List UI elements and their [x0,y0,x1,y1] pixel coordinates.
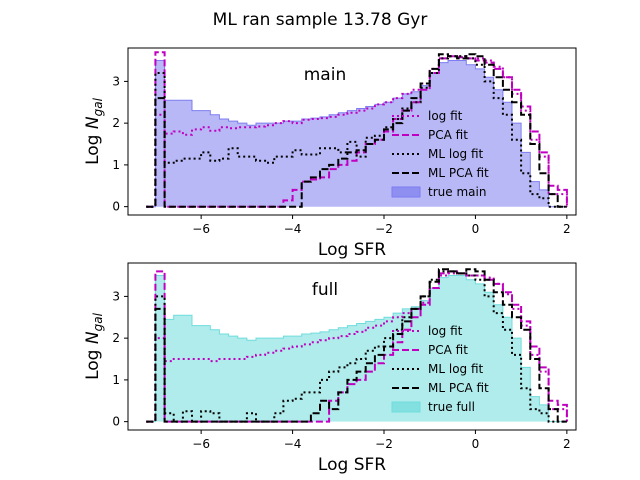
panel-label: main [304,65,346,85]
x-tick-label: 0 [472,222,480,236]
x-tick-label: −6 [192,222,210,236]
plot-area [146,268,568,423]
legend-entry: ML log fit [428,147,484,161]
axes-frame [127,262,577,431]
y-tick-label: 0 [112,415,120,429]
y-tick-label: 1 [112,158,120,172]
x-tick-label: −2 [375,222,393,236]
y-axis-label: Log Ngal [83,97,105,164]
series-ML-PCA-fit [146,268,567,423]
series-ML-log-fit [146,270,567,423]
y-tick-label: 3 [112,289,120,303]
plot-area [146,51,568,208]
x-tick-label: −4 [284,437,302,451]
legend-entry: PCA fit [428,128,468,142]
x-tick-label: −2 [375,437,393,451]
legend-entry: log fit [428,324,463,338]
y-tick-label: 2 [112,331,120,345]
x-axis-label: Log SFR [318,240,386,260]
legend-swatch [391,186,421,198]
y-tick-label: 1 [112,373,120,387]
legend-entry: ML PCA fit [428,381,489,395]
legend-entry: true full [428,400,475,414]
x-tick-label: 0 [472,437,480,451]
series-ML-PCA-fit [146,53,567,208]
legend-entry: ML log fit [428,362,484,376]
figure-title: ML ran sample 13.78 Gyr [213,10,428,30]
panel-main: −6 −4 −2 0 2 0 1 2 3 Log SFR Log Ngal main log fit PC… [83,47,577,260]
panel-full: −6 −4 −2 0 2 0 1 2 3 Log SFR Log Ngal full log fit PC… [83,262,577,475]
legend-entry: ML PCA fit [428,166,489,180]
series-log-fit [146,55,568,208]
x-axis-label: Log SFR [318,455,386,475]
x-tick-label: 2 [563,222,571,236]
series-ML-log-fit [146,55,567,208]
y-axis-label: Log Ngal [83,312,105,379]
panel-label: full [312,280,338,300]
series-log-fit [146,272,568,423]
legend: log fit PCA fit ML log fit ML PCA fit true m… [391,109,489,199]
axes-frame [127,47,577,216]
legend-entry: true main [428,185,486,199]
y-tick-label: 3 [112,74,120,88]
y-tick-label: 2 [112,116,120,130]
series-true-full [146,275,567,423]
x-tick-label: −4 [284,222,302,236]
legend-entry: log fit [428,109,463,123]
legend-swatch [391,401,421,413]
y-tick-label: 0 [112,200,120,214]
legend: log fit PCA fit ML log fit ML PCA fit true f… [391,324,489,414]
x-tick-label: −6 [192,437,210,451]
series-true-main [146,60,567,208]
legend-entry: PCA fit [428,343,468,357]
x-tick-label: 2 [563,437,571,451]
